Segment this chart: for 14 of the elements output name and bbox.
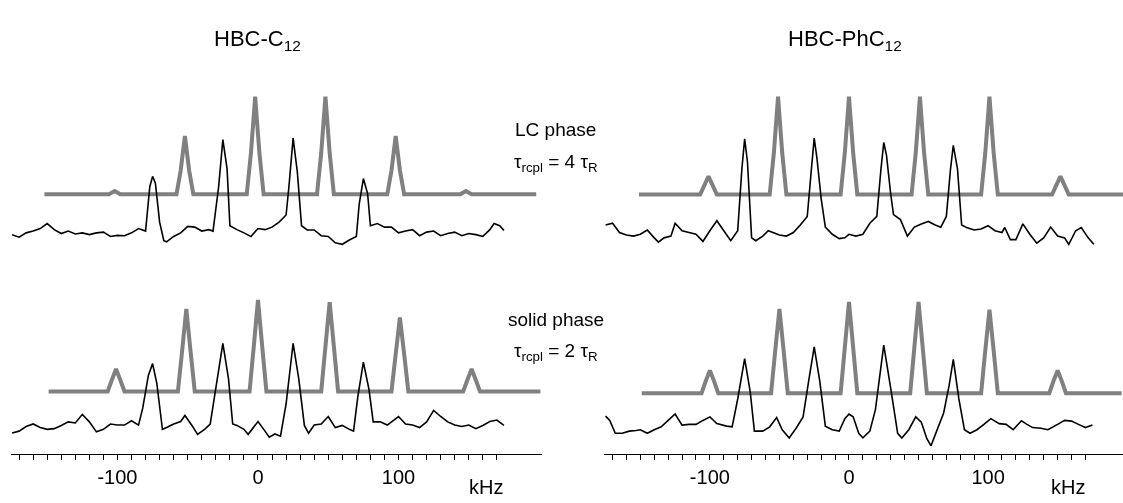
chart-title: HBC-PhC$_{12}$: [788, 26, 902, 54]
x-tick-label: 0: [843, 466, 855, 489]
x-axis-title: kHz: [469, 476, 504, 498]
x-tick-label: -100: [97, 466, 138, 489]
x-tick-label: 0: [252, 466, 264, 489]
x-tick-label: -100: [689, 466, 730, 489]
annotation: τ$_{rcpl}$ = 2 τ$_{R}$: [514, 340, 598, 364]
x-axis-title: kHz: [1051, 476, 1086, 498]
annotation: LC phase: [515, 119, 597, 140]
x-tick-label: 100: [971, 466, 1005, 489]
chart-title: HBC-C$_{12}$: [214, 26, 301, 54]
annotation: τ$_{rcpl}$ = 4 τ$_{R}$: [514, 151, 598, 175]
annotation: solid phase: [508, 309, 605, 330]
x-tick-label: 100: [381, 466, 416, 489]
